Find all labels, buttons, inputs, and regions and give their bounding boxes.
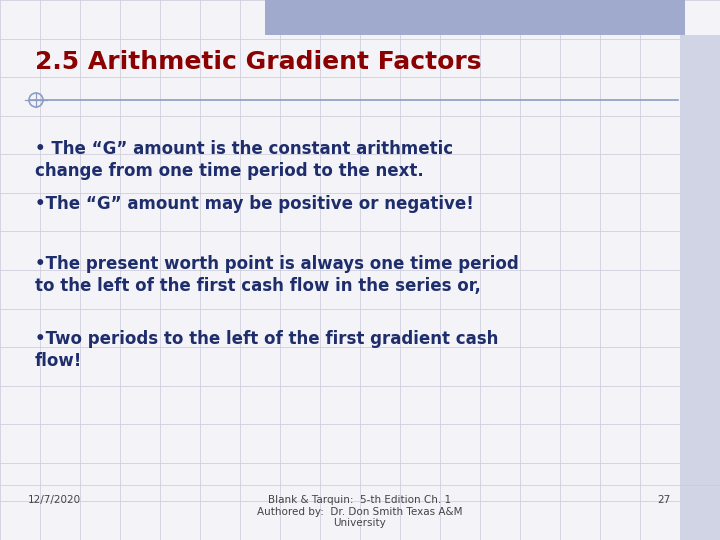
Bar <box>265 0 685 35</box>
Text: •Two periods to the left of the first gradient cash
flow!: •Two periods to the left of the first gr… <box>35 330 498 370</box>
Text: 2.5 Arithmetic Gradient Factors: 2.5 Arithmetic Gradient Factors <box>35 50 482 74</box>
Text: •The present worth point is always one time period
to the left of the first cash: •The present worth point is always one t… <box>35 255 518 295</box>
Bar <box>680 35 720 540</box>
Text: 12/7/2020: 12/7/2020 <box>28 495 81 505</box>
Text: •The “G” amount may be positive or negative!: •The “G” amount may be positive or negat… <box>35 195 474 213</box>
Text: Blank & Tarquin:  5-th Edition Ch. 1
Authored by:  Dr. Don Smith Texas A&M
Unive: Blank & Tarquin: 5-th Edition Ch. 1 Auth… <box>257 495 463 528</box>
Text: • The “G” amount is the constant arithmetic
change from one time period to the n: • The “G” amount is the constant arithme… <box>35 140 453 180</box>
Text: 27: 27 <box>657 495 670 505</box>
